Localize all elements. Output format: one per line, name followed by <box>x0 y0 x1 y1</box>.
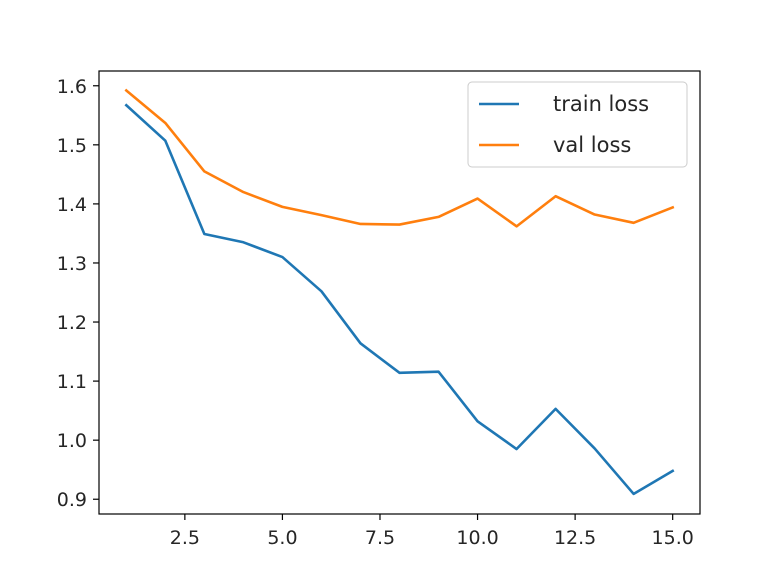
legend-label-val-loss: val loss <box>553 133 631 157</box>
x-axis: 2.5 5.0 7.5 10.0 12.5 15.0 <box>170 514 694 549</box>
series-layer <box>124 88 675 496</box>
series-line-train-loss <box>124 103 675 496</box>
x-tick-label: 12.5 <box>554 527 596 549</box>
y-tick-label: 1.0 <box>57 430 87 452</box>
x-tick-label: 2.5 <box>170 527 200 549</box>
legend-label-train-loss: train loss <box>553 92 649 116</box>
y-tick-label: 1.3 <box>57 253 87 275</box>
legend: train loss val loss <box>467 81 688 168</box>
plot-area <box>98 70 701 515</box>
y-tick-label: 1.5 <box>57 135 87 157</box>
y-tick-label: 1.2 <box>57 312 87 334</box>
y-tick-label: 1.6 <box>57 76 87 98</box>
y-tick-label: 1.4 <box>57 194 87 216</box>
x-tick-label: 7.5 <box>365 527 395 549</box>
axes-frame <box>98 70 701 515</box>
x-tick-label: 5.0 <box>267 527 297 549</box>
x-tick-label: 10.0 <box>456 527 498 549</box>
y-tick-label: 0.9 <box>57 489 87 511</box>
x-tick-label: 15.0 <box>652 527 694 549</box>
y-tick-label: 1.1 <box>57 371 87 393</box>
legend-box <box>467 81 688 168</box>
series-line-val-loss <box>124 88 675 228</box>
y-axis: 0.9 1.0 1.1 1.2 1.3 1.4 1.5 1.6 <box>57 76 99 511</box>
